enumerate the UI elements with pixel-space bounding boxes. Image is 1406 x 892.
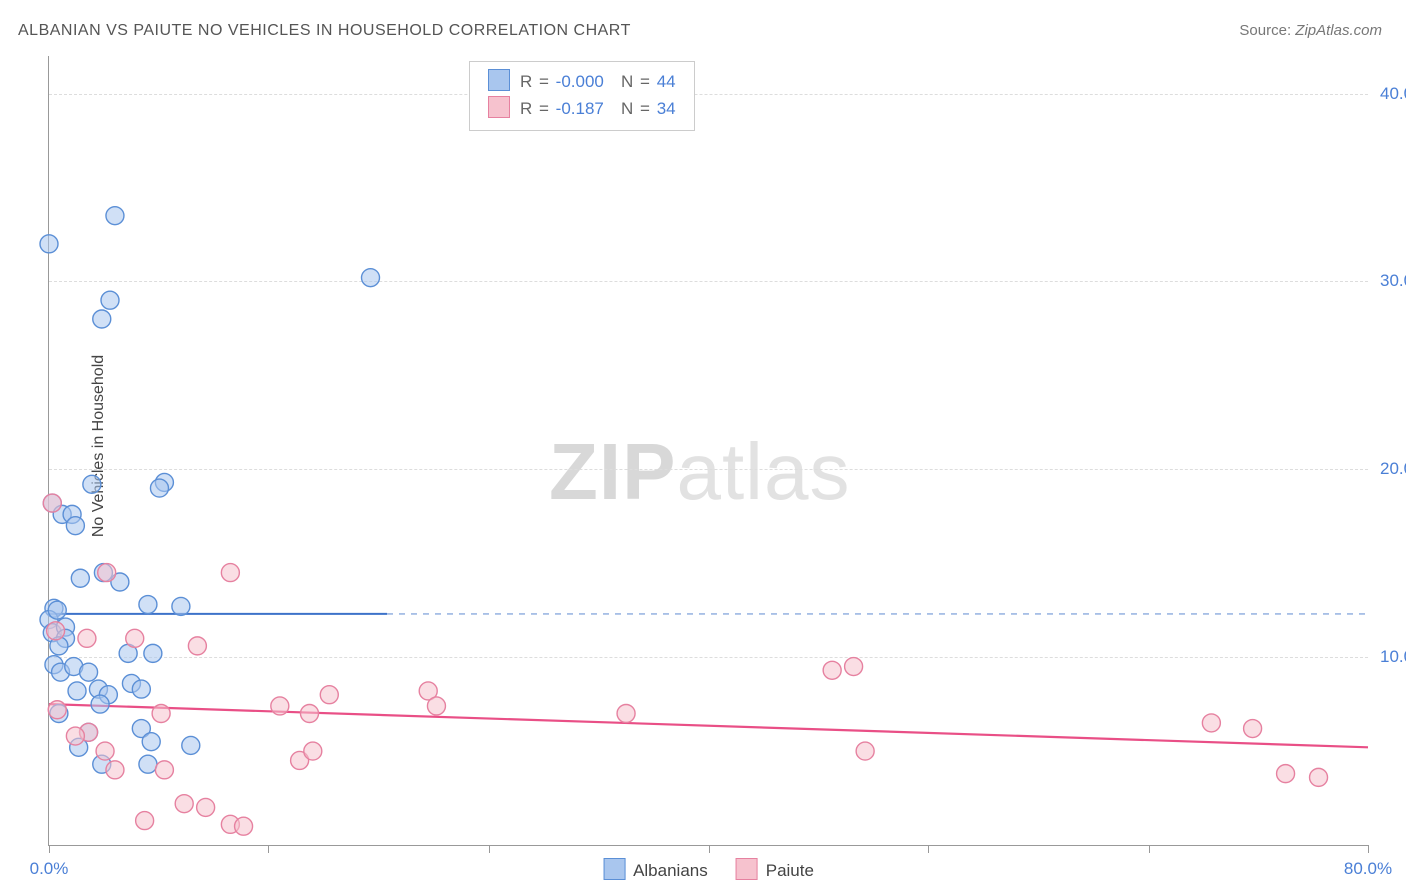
data-point	[139, 755, 157, 773]
scatter-svg	[49, 56, 1368, 845]
data-point	[152, 705, 170, 723]
x-tick-label: 80.0%	[1344, 859, 1392, 879]
r-value: -0.187	[556, 99, 604, 118]
data-point	[150, 479, 168, 497]
legend-row: R = -0.000 N = 44	[488, 68, 676, 95]
r-label: R =	[520, 72, 556, 91]
x-tick-label: 0.0%	[30, 859, 69, 879]
chart-title: ALBANIAN VS PAIUTE NO VEHICLES IN HOUSEH…	[18, 22, 631, 40]
legend-swatch	[488, 96, 510, 118]
data-point	[96, 742, 114, 760]
data-point	[126, 629, 144, 647]
legend-correlation-box: R = -0.000 N = 44R = -0.187 N = 34	[469, 61, 695, 131]
x-tick	[49, 845, 50, 853]
data-point	[91, 695, 109, 713]
legend-swatch	[488, 69, 510, 91]
data-point	[320, 686, 338, 704]
data-point	[1277, 765, 1295, 783]
data-point	[106, 207, 124, 225]
data-point	[144, 644, 162, 662]
x-tick	[268, 845, 269, 853]
data-point	[48, 701, 66, 719]
data-point	[617, 705, 635, 723]
data-point	[68, 682, 86, 700]
data-point	[101, 291, 119, 309]
data-point	[1202, 714, 1220, 732]
data-point	[48, 601, 66, 619]
data-point	[93, 310, 111, 328]
trend-lines	[49, 614, 1368, 747]
data-point	[139, 596, 157, 614]
source-attribution: Source: ZipAtlas.com	[1239, 22, 1382, 39]
data-point	[197, 798, 215, 816]
n-value: 44	[657, 72, 676, 91]
data-point	[71, 569, 89, 587]
data-point	[78, 629, 96, 647]
data-point	[301, 705, 319, 723]
data-point	[188, 637, 206, 655]
data-point	[427, 697, 445, 715]
x-tick	[1149, 845, 1150, 853]
data-point	[136, 812, 154, 830]
data-point	[1310, 768, 1328, 786]
data-point	[132, 680, 150, 698]
data-point	[182, 736, 200, 754]
data-point	[271, 697, 289, 715]
data-point	[40, 235, 58, 253]
data-point	[845, 658, 863, 676]
y-tick-label: 20.0%	[1380, 459, 1406, 479]
plot-area: ZIPatlas 10.0%20.0%30.0%40.0% 0.0%80.0% …	[48, 56, 1368, 846]
data-point	[142, 733, 160, 751]
r-value: -0.000	[556, 72, 604, 91]
x-tick	[928, 845, 929, 853]
legend-swatch	[736, 858, 758, 880]
legend-series-label: Paiute	[766, 861, 814, 880]
x-tick	[489, 845, 490, 853]
data-point	[172, 597, 190, 615]
data-point	[155, 761, 173, 779]
y-tick-label: 30.0%	[1380, 271, 1406, 291]
source-value: ZipAtlas.com	[1295, 22, 1382, 39]
y-tick-label: 40.0%	[1380, 84, 1406, 104]
data-point	[106, 761, 124, 779]
legend-swatch	[603, 858, 625, 880]
data-point	[47, 622, 65, 640]
y-tick-label: 10.0%	[1380, 647, 1406, 667]
legend-series-label: Albanians	[633, 861, 708, 880]
data-point	[80, 663, 98, 681]
data-point	[98, 564, 116, 582]
n-label: N =	[604, 99, 657, 118]
data-point	[175, 795, 193, 813]
source-label: Source:	[1239, 22, 1291, 39]
data-point	[66, 517, 84, 535]
legend-row: R = -0.187 N = 34	[488, 95, 676, 122]
trend-line	[49, 704, 1368, 747]
data-point	[1244, 720, 1262, 738]
n-label: N =	[604, 72, 657, 91]
data-point	[83, 475, 101, 493]
scatter-points	[40, 207, 1328, 836]
data-point	[235, 817, 253, 835]
data-point	[823, 661, 841, 679]
x-tick	[1368, 845, 1369, 853]
data-point	[43, 494, 61, 512]
data-point	[66, 727, 84, 745]
data-point	[221, 564, 239, 582]
legend-series: Albanians Paiute	[603, 858, 814, 881]
x-tick	[709, 845, 710, 853]
r-label: R =	[520, 99, 556, 118]
data-point	[856, 742, 874, 760]
n-value: 34	[657, 99, 676, 118]
data-point	[362, 269, 380, 287]
data-point	[304, 742, 322, 760]
